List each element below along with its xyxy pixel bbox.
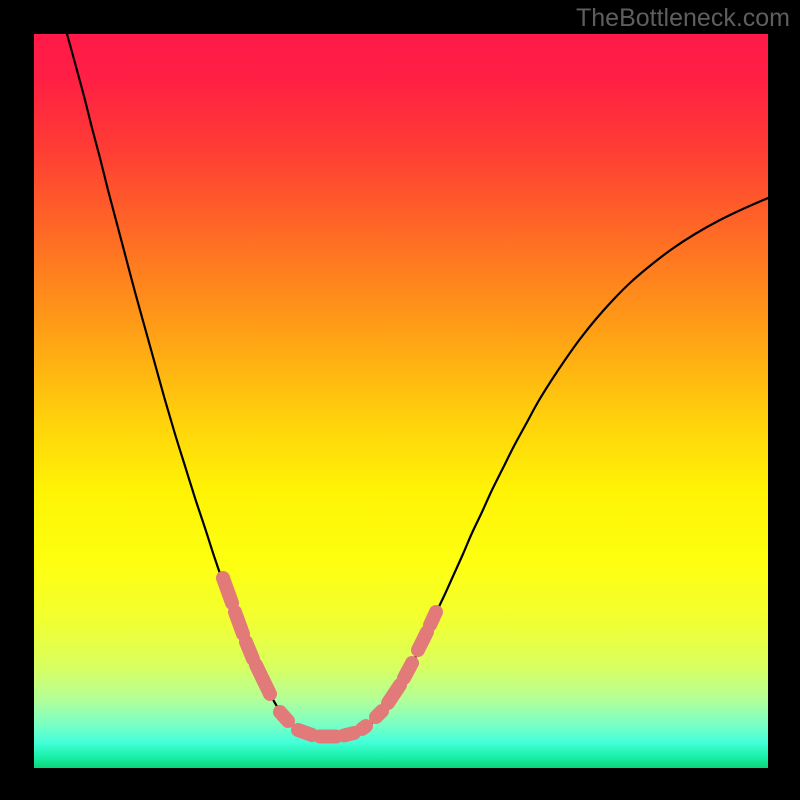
watermark-label: TheBottleneck.com: [576, 4, 790, 33]
chart-background: [34, 34, 768, 768]
